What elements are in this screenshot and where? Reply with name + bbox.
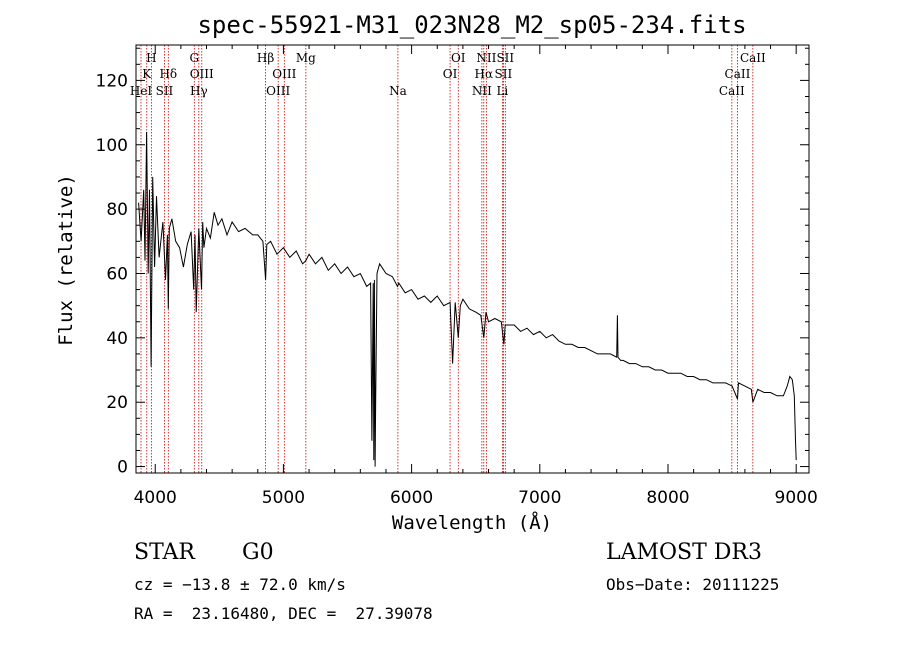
x-tick-label: 9000 [775,488,818,508]
line-label: NII [472,84,492,98]
chart-title: spec-55921-M31_023N28_M2_sp05-234.fits [197,11,746,39]
x-tick-label: 4000 [134,488,177,508]
y-tick-label: 100 [96,136,128,156]
line-label: SII [156,84,174,98]
line-label: OIII [266,84,290,98]
line-label: Li [496,84,508,98]
axis-ticks: 4000 5000 6000 7000 8000 9000 0 20 40 60 80 100 120 [96,45,818,508]
observation-date: Obs−Date: 20111225 [606,575,780,594]
line-label: G [190,51,200,65]
spectral-line-markers [140,45,754,473]
line-label: CaII [740,51,766,65]
line-label: SII [495,67,513,81]
y-tick-label: 0 [117,458,128,478]
line-label: Hγ [190,84,208,98]
line-label: H [146,51,156,65]
line-label: K [142,67,152,81]
line-label: SII [496,51,514,65]
object-subclass: G0 [242,540,274,565]
line-label: OIII [272,67,296,81]
y-tick-label: 40 [106,329,128,349]
y-axis-label: Flux (relative) [55,174,77,346]
line-label: CaII [725,67,751,81]
survey-name: LAMOST DR3 [606,540,762,565]
line-label: OIII [190,67,214,81]
x-tick-label: 5000 [262,488,305,508]
line-label: Hα [474,67,493,81]
line-label: OI [443,67,458,81]
redshift-cz: cz = −13.8 ± 72.0 km/s [134,575,346,594]
line-label: Na [389,84,407,98]
line-label: Hδ [159,67,177,81]
x-axis-label: Wavelength (Å) [392,511,552,534]
y-tick-label: 120 [96,71,128,91]
x-tick-label: 8000 [646,488,689,508]
line-label: Hβ [257,51,274,65]
object-class: STAR [134,540,195,565]
line-label: Mg [296,51,316,65]
ra-dec-coordinates: RA = 23.16480, DEC = 27.39078 [134,604,433,623]
line-label: HeI [130,84,153,98]
x-tick-label: 7000 [518,488,561,508]
line-label: OI [451,51,466,65]
spectral-line-labels: HeIKHSIIHδGHγOIIIHβOIIIOIIIMgNaOIOINIIHα… [130,51,766,98]
flux-series-line [138,131,797,467]
plot-frame [135,44,810,474]
y-tick-label: 20 [106,393,128,413]
line-label: NII [476,51,496,65]
y-tick-label: 60 [106,264,128,284]
line-label: CaII [719,84,745,98]
x-tick-label: 6000 [390,488,433,508]
y-tick-label: 80 [106,200,128,220]
